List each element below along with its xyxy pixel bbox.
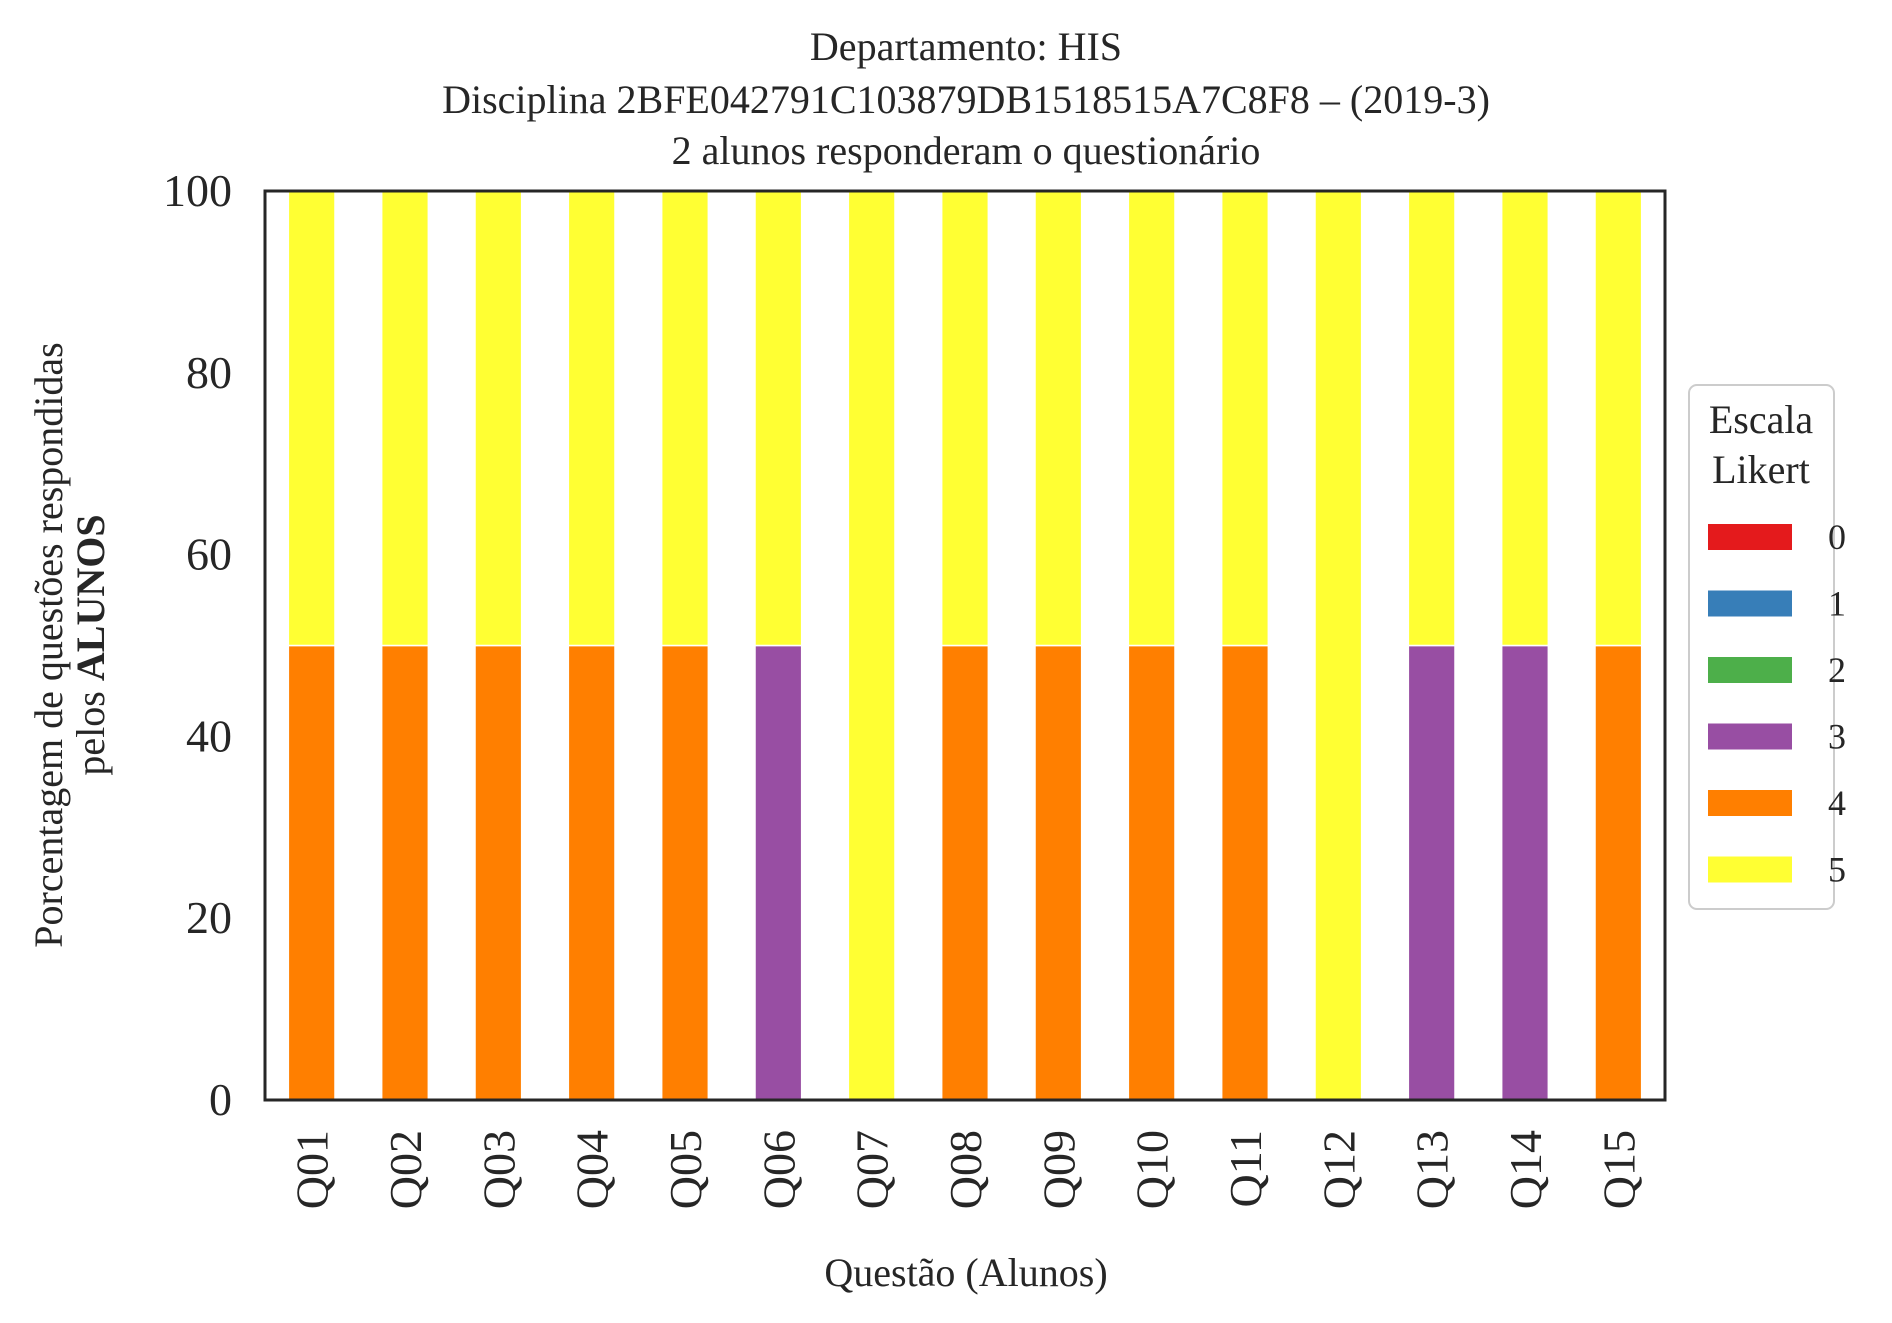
x-tick-label-q07: Q07: [847, 1130, 898, 1209]
legend: Escala Likert 0 1 2 3 4 5: [1688, 384, 1846, 910]
bar-q04-likert-5: [567, 190, 616, 647]
legend-title-line-2: Likert: [1712, 447, 1810, 492]
legend-swatch-5: [1708, 856, 1792, 883]
bar-q05-likert-5: [660, 190, 710, 647]
bar-q11-likert-5: [1220, 190, 1270, 647]
legend-label-1: 1: [1828, 584, 1846, 624]
x-tick-label-q02: Q02: [380, 1130, 431, 1209]
bar-q09-likert-4: [1034, 644, 1083, 1101]
y-axis-label-line-1: Porcentagem de questões respondidas: [26, 342, 71, 947]
bar-q06-likert-3: [754, 644, 803, 1101]
bar-q14-likert-5: [1500, 190, 1550, 647]
x-tick-label-q01: Q01: [287, 1130, 338, 1209]
x-axis-ticks: Q01 Q02 Q03 Q04 Q05 Q06 Q07 Q08 Q09 Q10 Q11 Q12 Q13 Q…: [287, 1130, 1645, 1209]
bar-q09-likert-5: [1034, 190, 1083, 647]
legend-label-3: 3: [1828, 717, 1846, 757]
y-axis-ticks: 0 20 40 60 80 100: [163, 165, 232, 1125]
x-tick-label-q14: Q14: [1500, 1130, 1551, 1209]
bar-q03-likert-4: [474, 644, 523, 1101]
bar-q15-likert-5: [1594, 190, 1643, 647]
y-axis-label: Porcentagem de questões respondidas pelo…: [26, 342, 113, 947]
x-tick-label-q05: Q05: [660, 1130, 711, 1209]
legend-swatch-0: [1708, 524, 1792, 550]
y-axis-label-bold: ALUNOS: [68, 514, 113, 681]
bar-q14-likert-3: [1500, 644, 1550, 1101]
y-tick-label-80: 80: [186, 347, 232, 398]
bar-q02-likert-4: [380, 644, 430, 1101]
y-axis-label-prefix: pelos: [68, 681, 113, 775]
bar-q04-likert-4: [567, 644, 616, 1101]
x-tick-label-q13: Q13: [1407, 1130, 1458, 1209]
y-tick-label-40: 40: [186, 710, 232, 761]
legend-swatch-2: [1708, 657, 1792, 683]
legend-label-4: 4: [1828, 783, 1846, 823]
bar-q11-likert-4: [1220, 644, 1270, 1101]
y-tick-label-0: 0: [209, 1074, 232, 1125]
bar-q01-likert-4: [287, 644, 336, 1101]
x-tick-label-q12: Q12: [1313, 1130, 1364, 1209]
legend-label-2: 2: [1828, 650, 1846, 690]
bar-q08-likert-5: [940, 190, 990, 647]
bar-q12-likert-5: [1314, 190, 1363, 1101]
bar-q10-likert-4: [1127, 644, 1176, 1101]
bar-q06-likert-5: [754, 190, 803, 647]
x-tick-label-q11: Q11: [1220, 1130, 1271, 1208]
x-tick-label-q10: Q10: [1127, 1130, 1178, 1209]
bars-layer: [287, 190, 1643, 1101]
plot-frame: [263, 189, 1667, 1102]
bar-q07-likert-5: [847, 190, 896, 1101]
x-tick-label-q08: Q08: [940, 1130, 991, 1209]
bar-q10-likert-5: [1127, 190, 1176, 647]
bar-q15-likert-4: [1594, 644, 1643, 1101]
y-tick-label-60: 60: [186, 529, 232, 580]
bar-q01-likert-5: [287, 190, 336, 647]
legend-items: 0 1 2 3 4 5: [1708, 517, 1846, 890]
bar-q13-likert-3: [1407, 644, 1456, 1101]
legend-label-5: 5: [1828, 850, 1846, 890]
legend-swatch-4: [1708, 790, 1792, 816]
y-axis-label-line-2: pelos ALUNOS: [68, 514, 113, 775]
chart-title-line-3: 2 alunos responderam o questionário: [672, 128, 1261, 173]
x-tick-label-q09: Q09: [1033, 1130, 1084, 1209]
x-tick-label-q04: Q04: [567, 1130, 618, 1209]
chart-title-line-1: Departamento: HIS: [810, 24, 1122, 69]
legend-label-0: 0: [1828, 517, 1846, 557]
x-axis-label: Questão (Alunos): [824, 1250, 1107, 1295]
bar-q13-likert-5: [1407, 190, 1456, 647]
chart-title-line-2: Disciplina 2BFE042791C103879DB1518515A7C…: [442, 77, 1490, 122]
x-tick-label-q15: Q15: [1593, 1130, 1644, 1209]
x-tick-label-q06: Q06: [753, 1130, 804, 1209]
y-tick-label-100: 100: [163, 165, 232, 216]
bar-q08-likert-4: [940, 644, 990, 1101]
bar-q05-likert-4: [660, 644, 710, 1101]
bar-q02-likert-5: [380, 190, 430, 647]
legend-swatch-1: [1708, 590, 1792, 617]
bar-q03-likert-5: [474, 190, 523, 647]
legend-frame: [1688, 384, 1835, 910]
x-tick-label-q03: Q03: [473, 1130, 524, 1209]
legend-title-line-1: Escala: [1709, 397, 1814, 442]
legend-swatch-3: [1708, 723, 1792, 750]
y-tick-label-20: 20: [186, 892, 232, 943]
